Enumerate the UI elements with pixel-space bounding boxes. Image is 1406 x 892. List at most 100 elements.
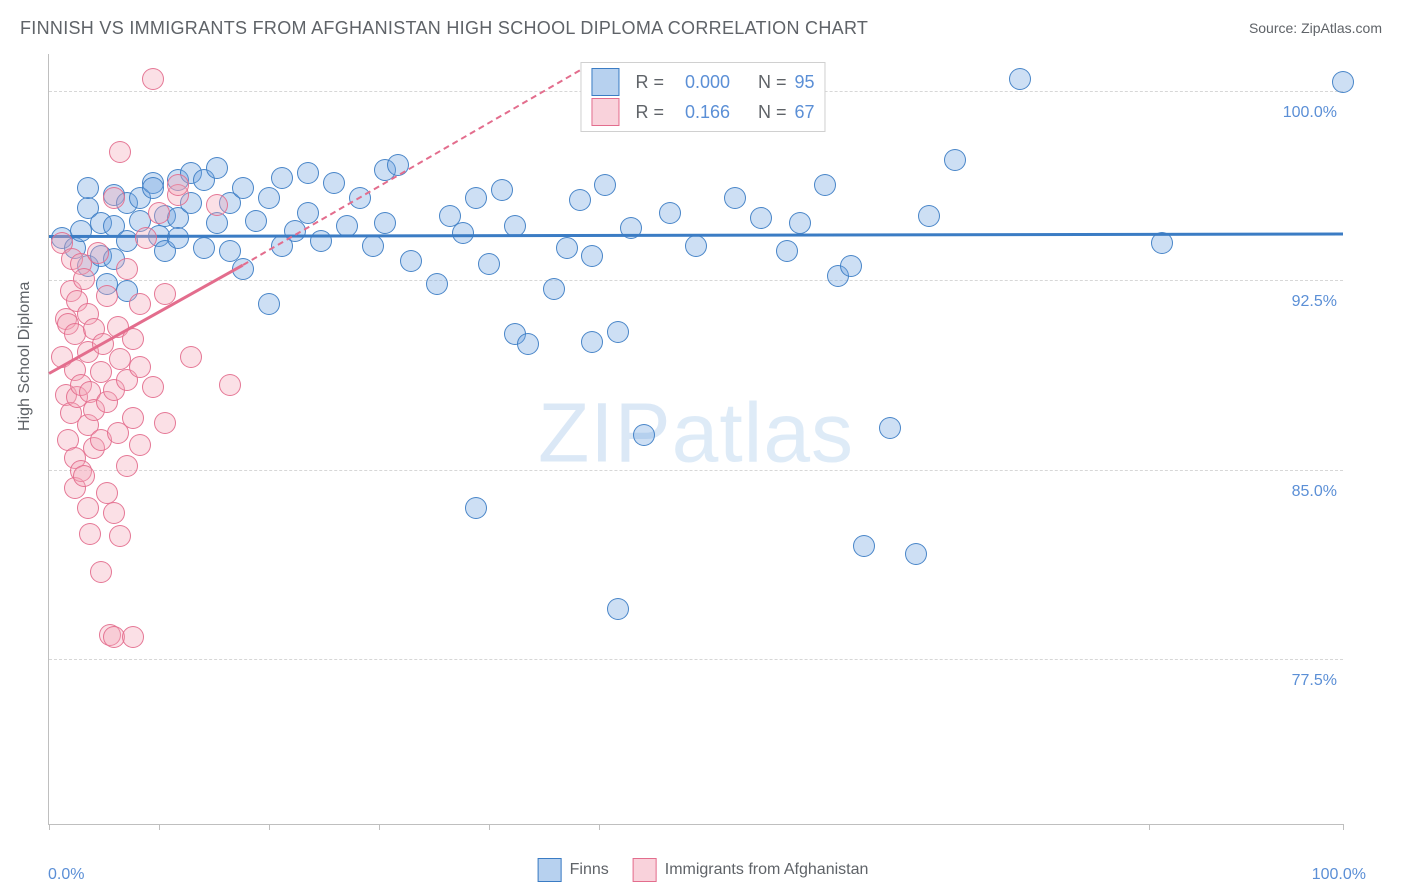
data-point — [77, 497, 99, 519]
data-point — [581, 331, 603, 353]
data-point — [142, 177, 164, 199]
data-point — [569, 189, 591, 211]
data-point — [135, 227, 157, 249]
r-label: R = — [635, 102, 664, 123]
data-point — [116, 455, 138, 477]
x-tick — [379, 824, 380, 830]
source-name: ZipAtlas.com — [1301, 20, 1382, 36]
legend-swatch — [591, 98, 619, 126]
data-point — [336, 215, 358, 237]
plot-area: ZIPatlas 77.5%85.0%92.5%100.0% — [48, 54, 1343, 825]
x-axis-max: 100.0% — [1312, 866, 1366, 884]
data-point — [607, 598, 629, 620]
x-axis-min: 0.0% — [48, 866, 84, 884]
x-tick — [1149, 824, 1150, 830]
data-point — [362, 235, 384, 257]
y-tick-label: 77.5% — [1292, 672, 1337, 690]
n-value: 67 — [795, 102, 815, 123]
legend-item: Finns — [538, 858, 609, 882]
data-point — [776, 240, 798, 262]
data-point — [323, 172, 345, 194]
source-attr: Source: ZipAtlas.com — [1249, 20, 1382, 36]
data-point — [206, 194, 228, 216]
data-point — [154, 412, 176, 434]
data-point — [685, 235, 707, 257]
data-point — [297, 162, 319, 184]
n-label: N = — [758, 102, 787, 123]
data-point — [232, 177, 254, 199]
data-point — [206, 157, 228, 179]
correlation-legend: R =0.000N =95R =0.166N =67 — [580, 62, 825, 132]
data-point — [129, 293, 151, 315]
r-value: 0.000 — [672, 72, 730, 93]
data-point — [258, 187, 280, 209]
data-point — [659, 202, 681, 224]
data-point — [918, 205, 940, 227]
x-tick — [269, 824, 270, 830]
y-axis-title: High School Diploma — [16, 282, 34, 431]
gridline — [49, 280, 1343, 281]
chart-title: FINNISH VS IMMIGRANTS FROM AFGHANISTAN H… — [20, 18, 868, 39]
x-tick — [159, 824, 160, 830]
legend-item: Immigrants from Afghanistan — [633, 858, 869, 882]
data-point — [879, 417, 901, 439]
data-point — [465, 187, 487, 209]
legend-swatch — [633, 858, 657, 882]
data-point — [103, 502, 125, 524]
watermark: ZIPatlas — [538, 385, 854, 482]
data-point — [491, 179, 513, 201]
data-point — [789, 212, 811, 234]
data-point — [310, 230, 332, 252]
data-point — [90, 561, 112, 583]
data-point — [129, 434, 151, 456]
data-point — [142, 68, 164, 90]
data-point — [374, 212, 396, 234]
data-point — [73, 465, 95, 487]
data-point — [96, 285, 118, 307]
n-label: N = — [758, 72, 787, 93]
y-tick-label: 85.0% — [1292, 483, 1337, 501]
data-point — [426, 273, 448, 295]
gridline — [49, 659, 1343, 660]
data-point — [517, 333, 539, 355]
data-point — [750, 207, 772, 229]
legend-swatch — [591, 68, 619, 96]
x-tick — [489, 824, 490, 830]
data-point — [116, 230, 138, 252]
data-point — [271, 167, 293, 189]
source-prefix: Source: — [1249, 20, 1301, 36]
data-point — [180, 346, 202, 368]
data-point — [724, 187, 746, 209]
data-point — [840, 255, 862, 277]
data-point — [633, 424, 655, 446]
watermark-b: atlas — [672, 386, 854, 480]
n-value: 95 — [795, 72, 815, 93]
series-legend: Finns Immigrants from Afghanistan — [538, 858, 869, 882]
data-point — [1009, 68, 1031, 90]
data-point — [594, 174, 616, 196]
data-point — [77, 177, 99, 199]
legend-row: R =0.166N =67 — [591, 97, 814, 127]
data-point — [465, 497, 487, 519]
data-point — [245, 210, 267, 232]
data-point — [607, 321, 629, 343]
data-point — [258, 293, 280, 315]
data-point — [193, 237, 215, 259]
legend-label: Finns — [570, 861, 609, 878]
data-point — [543, 278, 565, 300]
x-tick — [1343, 824, 1344, 830]
data-point — [219, 374, 241, 396]
data-point — [122, 626, 144, 648]
data-point — [814, 174, 836, 196]
data-point — [87, 242, 109, 264]
data-point — [478, 253, 500, 275]
data-point — [148, 202, 170, 224]
data-point — [79, 523, 101, 545]
data-point — [73, 268, 95, 290]
data-point — [122, 407, 144, 429]
data-point — [853, 535, 875, 557]
legend-label: Immigrants from Afghanistan — [665, 861, 869, 878]
data-point — [905, 543, 927, 565]
data-point — [167, 227, 189, 249]
data-point — [96, 482, 118, 504]
